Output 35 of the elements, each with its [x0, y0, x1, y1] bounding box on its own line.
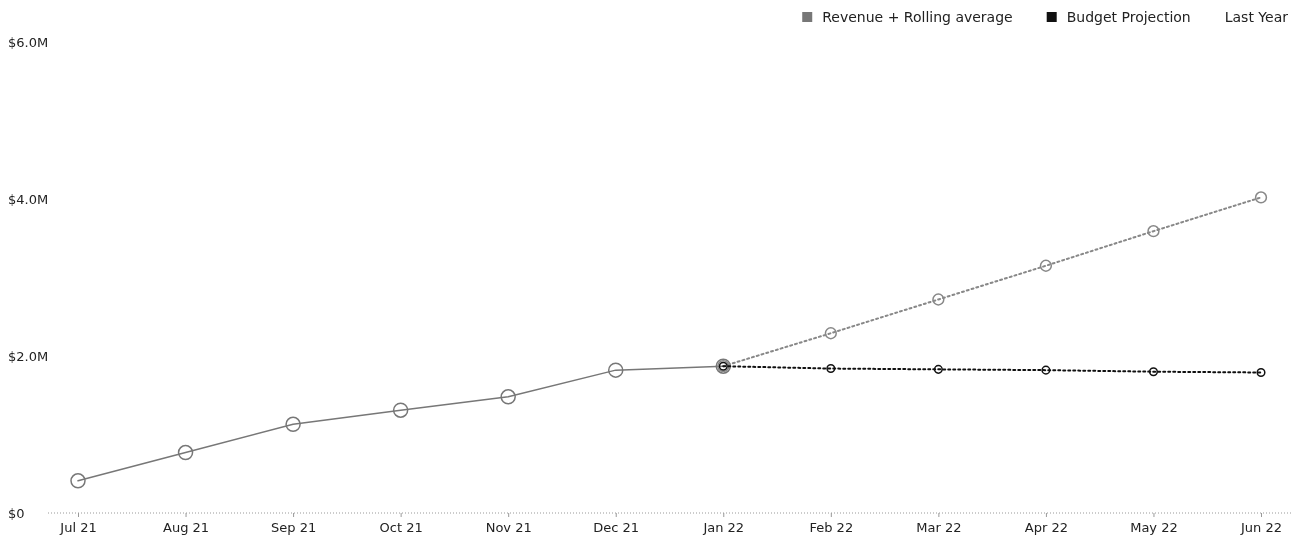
- legend-label: Budget Projection: [1066, 9, 1191, 25]
- x-tick-label: Aug 21: [163, 519, 210, 535]
- point: [1041, 365, 1051, 375]
- point: [1148, 367, 1158, 377]
- point: [824, 327, 837, 340]
- text: Last Year: [1224, 9, 1289, 25]
- point: [1256, 367, 1266, 378]
- point: [932, 293, 945, 306]
- x-tick-label: May 22: [1130, 519, 1178, 535]
- point: [607, 362, 624, 378]
- x-tick-label: Sep 21: [271, 519, 317, 535]
- point: [285, 416, 301, 433]
- x-tick-label: Dec 21: [593, 519, 640, 535]
- point: [392, 402, 409, 418]
- y-tick-label: $6.0M: [8, 34, 49, 50]
- y-tick-label: $0: [8, 505, 25, 521]
- point: [1039, 259, 1053, 272]
- x-tick-label: Mar 22: [916, 519, 962, 535]
- y-tick-label: $4.0M: [8, 191, 49, 207]
- x-tick-label: Nov 21: [485, 519, 532, 535]
- point: [933, 364, 943, 374]
- x-tick-label: Jul 21: [59, 519, 97, 535]
- x-tick-label: Oct 21: [379, 519, 423, 535]
- point: [1147, 225, 1160, 238]
- point: [826, 364, 836, 374]
- point: [70, 473, 86, 489]
- point: [1254, 191, 1268, 204]
- x-tick-label: Apr 22: [1024, 519, 1068, 535]
- point: [500, 389, 516, 405]
- x-tick-label: Jun 22: [1240, 519, 1282, 535]
- y-tick-label: $2.0M: [8, 348, 49, 364]
- legend-label: Revenue + Rolling average: [822, 9, 1013, 25]
- point: [177, 444, 194, 461]
- x-tick-label: Jan 22: [702, 519, 745, 535]
- x-tick-label: Feb 22: [809, 519, 854, 535]
